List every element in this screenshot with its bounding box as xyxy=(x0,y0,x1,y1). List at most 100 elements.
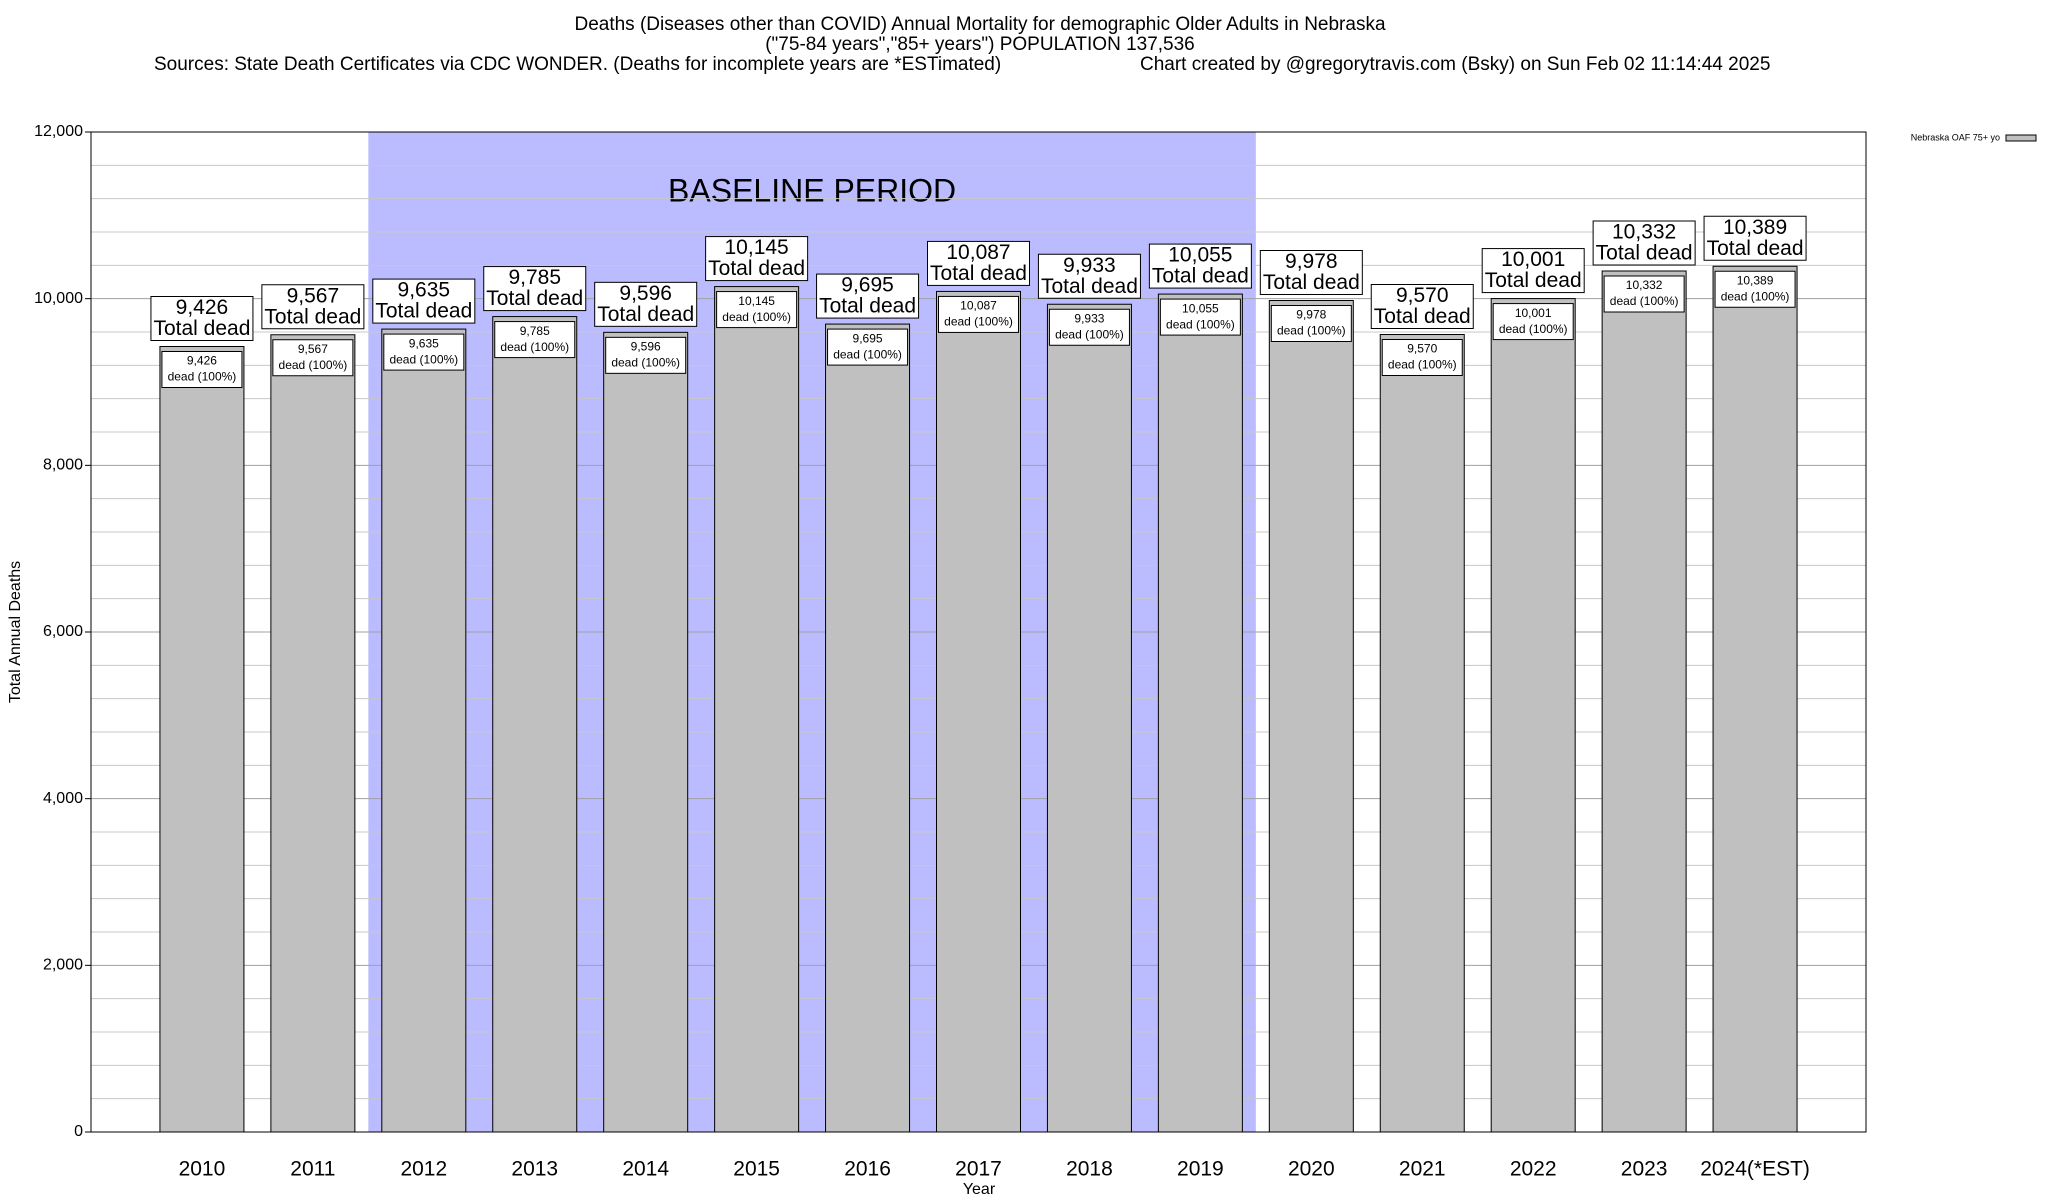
outer-label-box xyxy=(1148,243,1252,289)
inner-label-box xyxy=(383,333,465,371)
outer-value-label: 9,567 xyxy=(287,284,340,307)
bar xyxy=(1490,298,1576,1133)
outer-value-label: 10,389 xyxy=(1723,216,1787,239)
inner-label-caption: dead (100%) xyxy=(389,352,458,366)
inner-label-box xyxy=(605,336,687,374)
outer-label-caption: Total dead xyxy=(1263,271,1360,294)
outer-value-label: 9,695 xyxy=(841,274,894,297)
inner-value-label: 9,570 xyxy=(1407,342,1437,356)
outer-value-label: 10,055 xyxy=(1168,244,1232,267)
inner-label-caption: dead (100%) xyxy=(1721,289,1790,303)
inner-label-caption: dead (100%) xyxy=(1277,324,1346,338)
inner-label-caption: dead (100%) xyxy=(722,310,791,324)
chart-title: Deaths (Diseases other than COVID) Annua… xyxy=(574,14,1385,35)
inner-label-caption: dead (100%) xyxy=(611,356,680,370)
y-axis-label: Total Annual Deaths xyxy=(7,561,24,703)
y-tick-label: 2,000 xyxy=(43,957,83,974)
bar xyxy=(1712,265,1798,1133)
bar xyxy=(1379,334,1465,1133)
shaded-span-label: BASELINE PERIOD xyxy=(668,172,956,208)
outer-label-caption: Total dead xyxy=(153,317,250,340)
bar xyxy=(270,334,356,1133)
x-tick-label: 2012 xyxy=(400,1158,447,1181)
inner-label-box xyxy=(938,295,1019,333)
inner-label-caption: dead (100%) xyxy=(279,358,348,372)
x-tick-label: 2011 xyxy=(290,1158,335,1181)
x-tick-label: 2018 xyxy=(1066,1158,1113,1181)
outer-label-caption: Total dead xyxy=(1374,305,1471,328)
inner-label-caption: dead (100%) xyxy=(500,340,569,354)
outer-value-label: 9,596 xyxy=(619,282,672,305)
outer-value-label: 9,426 xyxy=(176,296,229,319)
outer-label-caption: Total dead xyxy=(708,257,805,280)
inner-value-label: 9,978 xyxy=(1296,308,1326,322)
legend-label: Nebraska OAF 75+ yo xyxy=(1911,132,2000,142)
x-tick-label: 2010 xyxy=(179,1158,226,1181)
inner-label-box xyxy=(494,321,576,359)
outer-label-box xyxy=(1259,250,1363,295)
outer-value-label: 10,145 xyxy=(725,236,789,259)
x-tick-label: 2013 xyxy=(511,1158,558,1181)
outer-label-box xyxy=(705,236,809,282)
inner-label-caption: dead (100%) xyxy=(168,370,237,384)
bar xyxy=(159,346,245,1133)
outer-label-caption: Total dead xyxy=(1596,242,1693,265)
inner-label-box xyxy=(1048,308,1130,346)
outer-label-box xyxy=(816,273,920,319)
legend-swatch xyxy=(2005,134,2037,142)
inner-label-caption: dead (100%) xyxy=(1499,322,1568,336)
inner-label-caption: dead (100%) xyxy=(944,315,1013,329)
outer-value-label: 10,087 xyxy=(946,241,1010,264)
bar xyxy=(825,323,911,1133)
outer-label-caption: Total dead xyxy=(819,295,916,318)
inner-value-label: 10,389 xyxy=(1737,273,1774,287)
outer-value-label: 9,933 xyxy=(1063,254,1116,277)
outer-value-label: 10,332 xyxy=(1612,221,1676,244)
x-tick-label: 2015 xyxy=(733,1158,780,1181)
x-tick-label: 2024(*EST) xyxy=(1700,1158,1810,1181)
x-tick-label: 2019 xyxy=(1177,1158,1224,1181)
y-tick-label: 4,000 xyxy=(43,790,83,807)
credit: Chart created by @gregorytravis.com (Bsk… xyxy=(1140,54,1770,75)
inner-label-box xyxy=(1714,270,1796,308)
inner-label-caption: dead (100%) xyxy=(1610,294,1679,308)
x-tick-label: 2022 xyxy=(1510,1158,1557,1181)
bar xyxy=(492,316,578,1133)
inner-value-label: 10,145 xyxy=(738,294,775,308)
outer-label-box xyxy=(1370,284,1474,329)
inner-value-label: 9,596 xyxy=(631,340,661,354)
outer-value-label: 9,785 xyxy=(508,266,561,289)
inner-label-box xyxy=(272,339,354,377)
outer-label-box xyxy=(1703,215,1807,261)
inner-label-caption: dead (100%) xyxy=(1055,327,1124,341)
outer-value-label: 9,570 xyxy=(1396,284,1449,307)
y-tick-label: 10,000 xyxy=(34,290,83,307)
inner-label-box xyxy=(827,328,909,366)
inner-label-box xyxy=(1492,303,1574,341)
y-tick-label: 8,000 xyxy=(43,457,83,474)
inner-label-box xyxy=(1603,275,1685,313)
x-tick-label: 2016 xyxy=(844,1158,891,1181)
outer-label-caption: Total dead xyxy=(1152,265,1249,288)
inner-value-label: 10,001 xyxy=(1515,306,1552,320)
inner-label-box xyxy=(1381,339,1463,376)
x-axis-label: Year xyxy=(963,1181,996,1198)
outer-label-caption: Total dead xyxy=(1707,237,1804,260)
bar xyxy=(936,290,1021,1133)
chart-subtitle: ("75-84 years","85+ years") POPULATION 1… xyxy=(765,34,1195,55)
inner-value-label: 10,055 xyxy=(1182,301,1219,315)
outer-label-box xyxy=(372,278,476,324)
bar xyxy=(1157,293,1243,1133)
inner-label-box xyxy=(161,351,243,388)
y-tick-label: 0 xyxy=(74,1123,83,1140)
x-tick-label: 2014 xyxy=(622,1158,669,1181)
outer-value-label: 10,001 xyxy=(1501,248,1565,271)
bar xyxy=(603,331,689,1133)
outer-label-caption: Total dead xyxy=(375,300,472,323)
inner-value-label: 9,635 xyxy=(409,336,439,350)
inner-value-label: 10,087 xyxy=(960,299,997,313)
inner-label-box xyxy=(1159,298,1241,336)
bar xyxy=(714,286,800,1133)
inner-value-label: 9,567 xyxy=(298,342,328,356)
